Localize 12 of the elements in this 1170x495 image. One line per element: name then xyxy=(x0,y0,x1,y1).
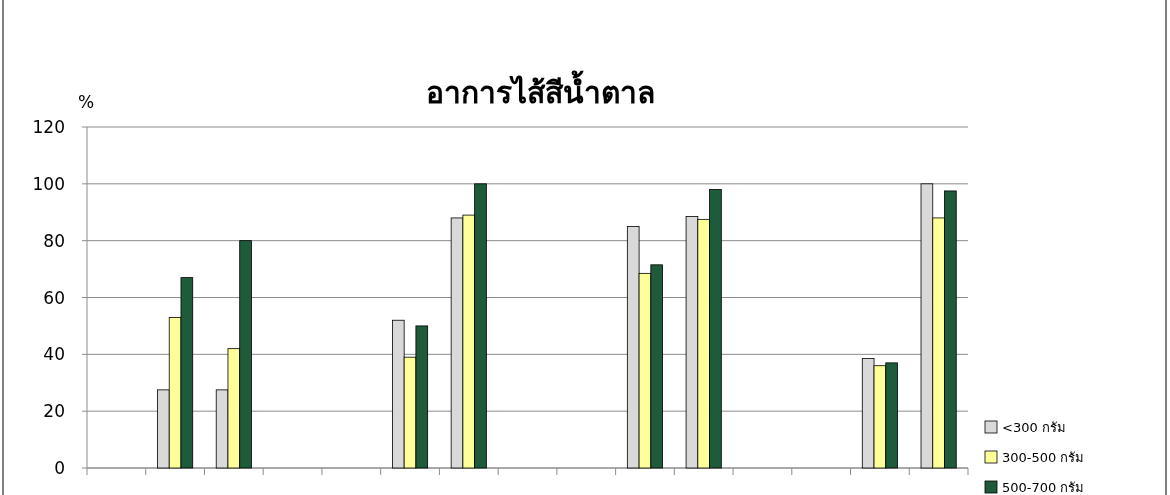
legend-label: <300 กรัม xyxy=(1002,420,1066,435)
y-tick-label: 120 xyxy=(32,117,65,137)
chart-title: อาการไส้สีน้ำตาล xyxy=(425,70,655,110)
y-tick-label: 0 xyxy=(54,458,65,478)
y-tick-label: 40 xyxy=(43,344,65,365)
y-tick-label: 60 xyxy=(43,287,65,308)
y-tick-label: 20 xyxy=(43,401,65,422)
legend-label: 300-500 กรัม xyxy=(1002,450,1085,465)
y-tick-label: 80 xyxy=(43,230,65,251)
y-axis-title: % xyxy=(78,92,95,112)
y-tick-label: 100 xyxy=(32,173,65,194)
legend-label: 500-700 กรัม xyxy=(1002,480,1085,495)
